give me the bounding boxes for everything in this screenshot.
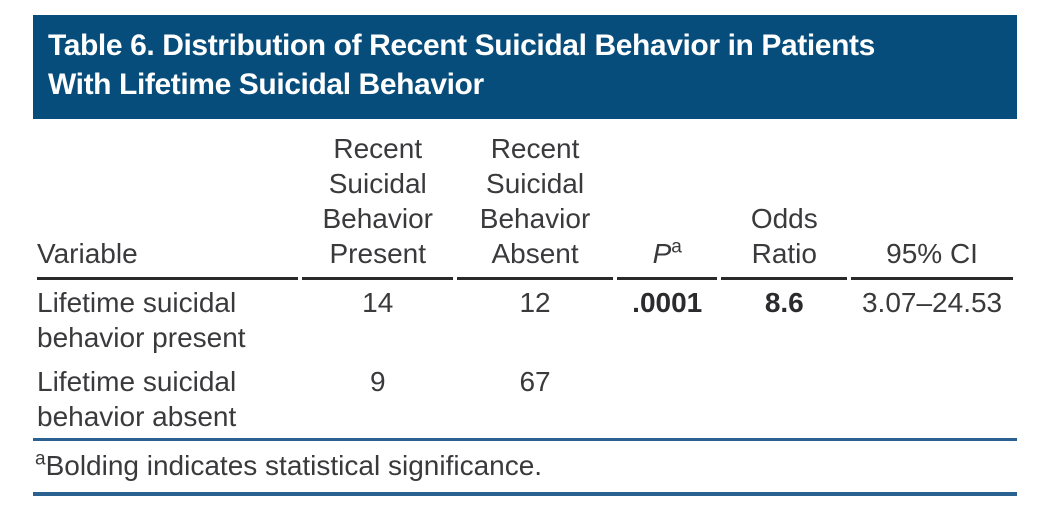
cell-absent-count: 67 <box>519 366 551 397</box>
cell-odds-ratio: 8.6 <box>764 287 804 318</box>
footnote-marker: a <box>35 448 46 470</box>
table-row-lifetime-absent: Lifetime suicidal behavior absent 9 67 <box>37 359 1013 438</box>
cell-odds-ratio <box>721 359 847 438</box>
header-p-value: Pa <box>616 119 718 280</box>
cell-absent-count: 12 <box>519 287 551 318</box>
table-title-line2: With Lifetime Suicidal Behavior <box>48 68 484 101</box>
table-footnote: aBolding indicates statistical significa… <box>33 438 1017 496</box>
footnote-text: Bolding indicates statistical significan… <box>45 450 543 481</box>
cell-present-count: 9 <box>369 366 386 397</box>
header-recent-absent: Recent Suicidal Behavior Absent <box>457 119 613 280</box>
header-row: Variable Recent Suicidal Behavior Presen… <box>37 119 1013 280</box>
cell-p-value <box>617 359 718 438</box>
cell-variable: Lifetime suicidal behavior present <box>37 287 246 353</box>
table-row-lifetime-present: Lifetime suicidal behavior present 14 12… <box>37 280 1013 359</box>
cell-p-value: .0001 <box>632 287 703 318</box>
header-odds-ratio: Odds Ratio <box>721 119 848 280</box>
cell-95ci <box>851 359 1013 438</box>
p-value-symbol: P <box>652 238 672 269</box>
table-title-line1: Table 6. Distribution of Recent Suicidal… <box>48 29 875 62</box>
table-title-band: Table 6. Distribution of Recent Suicidal… <box>33 15 1017 119</box>
header-variable: Variable <box>37 119 299 280</box>
cell-95ci: 3.07–24.53 <box>861 287 1003 318</box>
cell-variable: Lifetime suicidal behavior absent <box>37 366 237 432</box>
p-value-footnote-marker: a <box>671 236 682 258</box>
header-95ci: 95% CI <box>851 119 1013 280</box>
data-table: Variable Recent Suicidal Behavior Presen… <box>33 119 1017 438</box>
cell-present-count: 14 <box>362 287 394 318</box>
header-recent-present: Recent Suicidal Behavior Present <box>302 119 454 280</box>
table-card: Table 6. Distribution of Recent Suicidal… <box>33 15 1017 496</box>
